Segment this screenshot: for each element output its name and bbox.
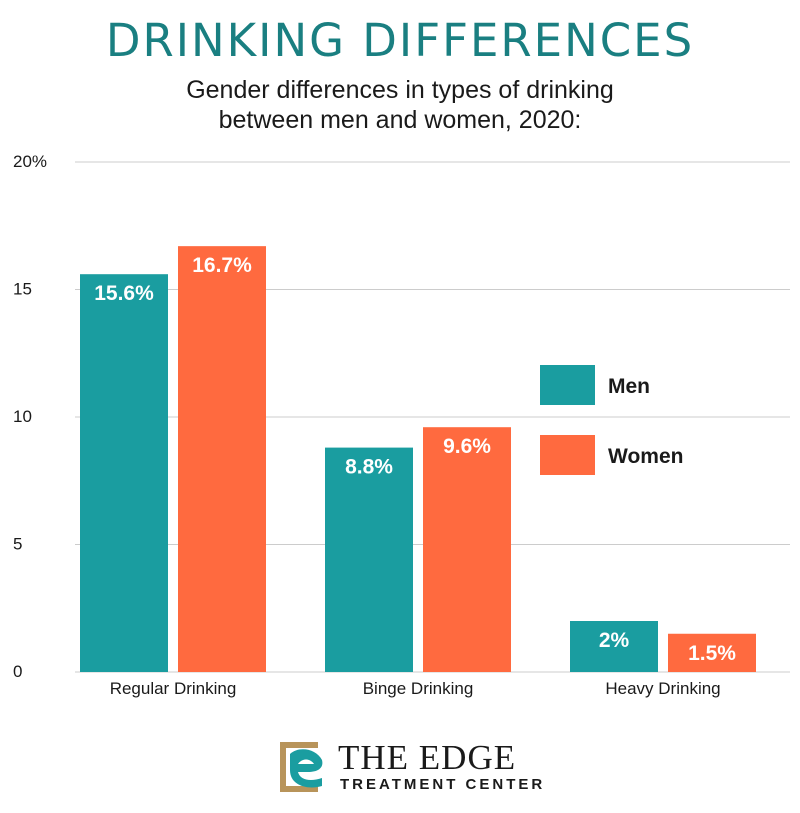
subtitle-line-2: between men and women, 2020: <box>218 106 582 134</box>
legend-swatch-men <box>540 365 595 405</box>
x-tick-label: Regular Drinking <box>110 679 237 698</box>
bar-chart: 0 5 10 15 20% 15.6% 16.7% Regular Drinking 8.8%… <box>13 152 790 698</box>
bar-men-2 <box>570 621 658 672</box>
bar-women-0 <box>178 246 266 672</box>
bar-layer <box>80 246 756 672</box>
data-label: 16.7% <box>192 254 252 277</box>
data-label: 8.8% <box>345 456 393 479</box>
logo-subtitle: TREATMENT CENTER <box>340 776 546 793</box>
chart-title: DRINKING DIFFERENCES <box>105 14 695 67</box>
data-label: 1.5% <box>688 642 736 665</box>
brand-logo: THE EDGE TREATMENT CENTER <box>278 738 542 796</box>
data-label: 2% <box>599 629 630 652</box>
bar-men-1 <box>325 447 413 672</box>
bar-women-2 <box>668 633 756 672</box>
y-tick-label: 0 <box>13 662 22 681</box>
legend: Men Women <box>540 365 683 475</box>
y-tick-label: 10 <box>13 407 32 426</box>
label-layer: 15.6% 16.7% Regular Drinking 8.8% 9.6% Binge … <box>94 254 736 698</box>
legend-swatch-women <box>540 435 595 475</box>
y-tick-label: 20% <box>13 152 47 171</box>
legend-label-women: Women <box>608 445 683 468</box>
x-tick-label: Binge Drinking <box>363 679 474 698</box>
subtitle-line-1: Gender differences in types of drinking <box>186 76 614 104</box>
edge-logo-icon <box>280 742 323 792</box>
data-label: 15.6% <box>94 282 154 305</box>
logo-name: THE EDGE <box>338 738 517 777</box>
y-tick-label: 5 <box>13 535 22 554</box>
chart-subtitle: Gender differences in types of drinking … <box>0 75 800 135</box>
y-tick-label: 15 <box>13 280 32 299</box>
x-tick-label: Heavy Drinking <box>605 679 720 698</box>
data-label: 9.6% <box>443 435 491 458</box>
bar-men-0 <box>80 274 168 672</box>
bar-women-1 <box>423 427 511 672</box>
legend-label-men: Men <box>608 375 650 398</box>
